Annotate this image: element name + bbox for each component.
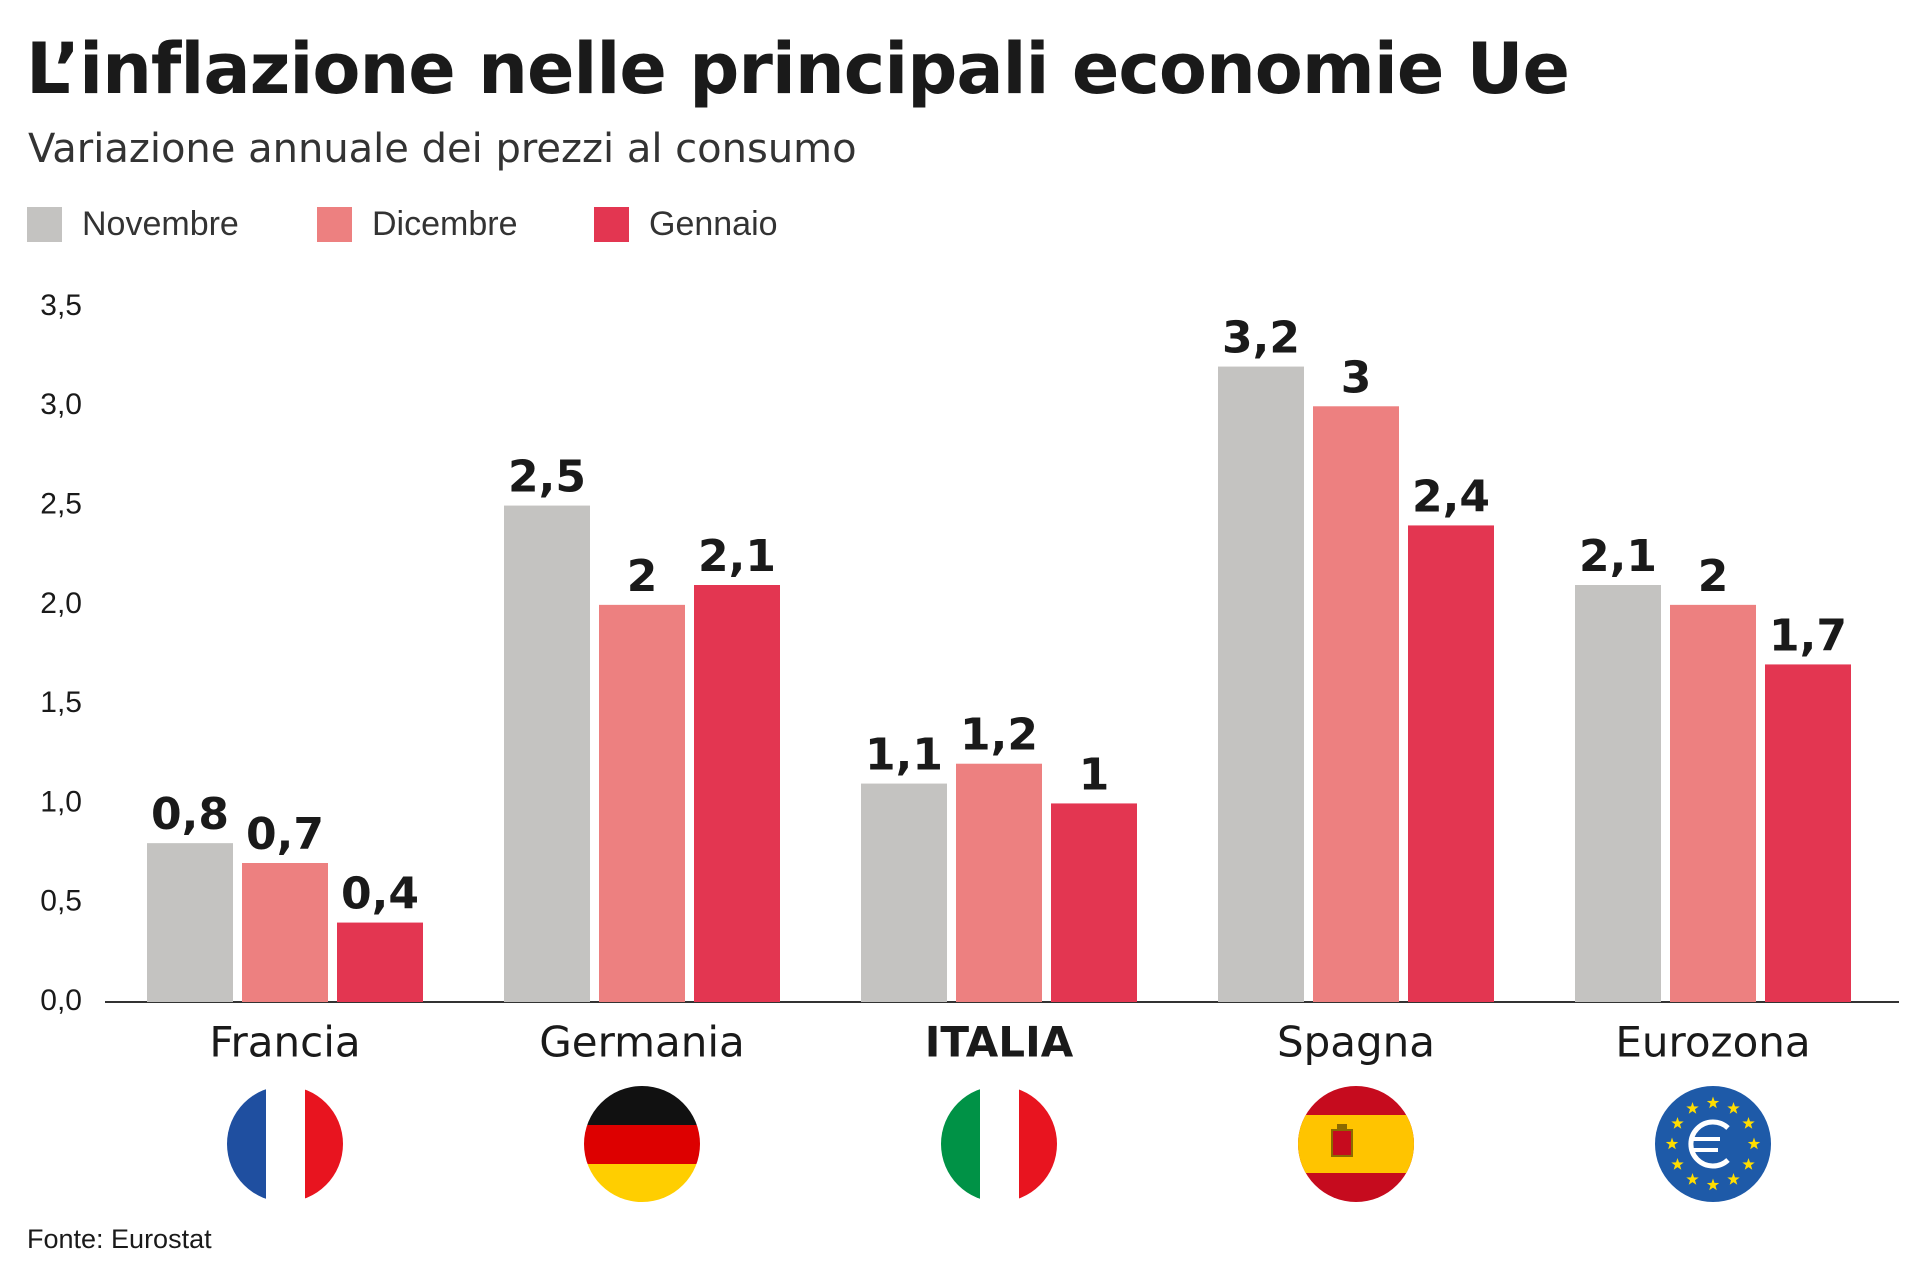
flag-italy [941,1086,1057,1202]
eu-star [1747,1137,1761,1150]
legend-swatch [594,207,629,242]
value-label: 2 [1698,551,1729,602]
eu-star [1706,1178,1720,1191]
eu-star [1706,1096,1720,1109]
bar [1313,406,1399,1002]
x-tick-label: Eurozona [1615,1018,1810,1067]
bar [1575,585,1661,1002]
flag-eu [1655,1086,1771,1202]
chart-subtitle: Variazione annuale dei prezzi al consumo [28,126,857,172]
y-tick-label: 3,5 [40,289,82,322]
value-label: 3,2 [1222,313,1300,364]
eu-star [1671,1158,1684,1170]
legend-swatch [317,207,352,242]
value-label: 3 [1341,352,1372,403]
bar [956,763,1042,1002]
legend-label: Dicembre [372,205,517,243]
bar [1765,664,1851,1002]
legend-swatch [27,207,62,242]
y-tick-label: 1,5 [40,686,82,719]
eu-star [1671,1117,1684,1129]
value-label: 1,7 [1769,610,1847,661]
value-label: 2,1 [1579,531,1657,582]
eu-star [1665,1137,1679,1150]
value-label: 0,7 [246,809,324,860]
flag-france [227,1086,343,1202]
flag-spain [1298,1086,1414,1202]
value-label: 2,4 [1412,471,1490,522]
chart-title: L’inflazione nelle principali economie U… [26,28,1569,110]
bar [337,922,423,1002]
value-label: 1 [1079,749,1110,800]
bar [1408,525,1494,1002]
y-tick-label: 3,0 [40,388,82,421]
value-label: 2,5 [508,452,586,503]
legend-label: Novembre [82,205,239,243]
y-tick-label: 0,5 [40,885,82,918]
bar [504,505,590,1002]
x-tick-label: Francia [209,1018,360,1067]
eu-star [1742,1117,1755,1129]
y-tick-label: 2,5 [40,487,82,520]
x-tick-label: Spagna [1277,1018,1435,1067]
bar [242,863,328,1002]
value-label: 1,1 [865,730,943,781]
y-tick-label: 1,0 [40,785,82,818]
eu-star [1742,1158,1755,1170]
source: Fonte: Eurostat [27,1224,212,1254]
value-label: 2,1 [698,531,776,582]
x-tick-label: ITALIA [925,1018,1074,1067]
y-tick-label: 0,0 [40,984,82,1017]
value-label: 1,2 [960,710,1038,761]
x-tick-label: Germania [539,1018,745,1067]
bar [147,843,233,1002]
flag-germany [584,1086,700,1202]
eu-star [1727,1173,1740,1185]
eu-star [1686,1173,1699,1185]
bar [1051,803,1137,1002]
eu-star [1727,1102,1740,1114]
bar [599,604,685,1002]
bar [861,783,947,1002]
y-tick-label: 2,0 [40,587,82,620]
bar [694,585,780,1002]
value-label: 0,8 [151,789,229,840]
bar [1670,604,1756,1002]
eu-star [1686,1102,1699,1114]
legend-label: Gennaio [649,205,778,243]
value-label: 2 [627,551,658,602]
value-label: 0,4 [341,869,419,920]
bar [1218,366,1304,1003]
